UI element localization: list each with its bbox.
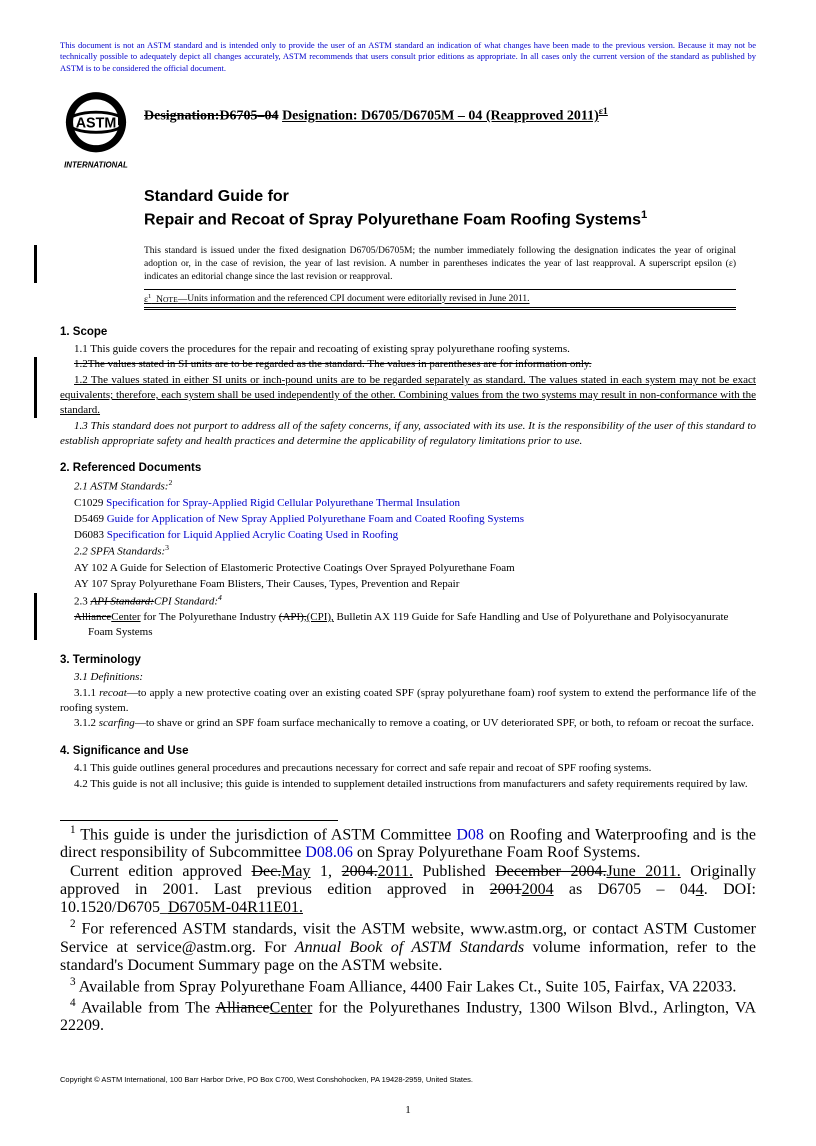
ref-ay107: AY 107 Spray Polyurethane Foam Blisters,… [60, 577, 756, 592]
fn1-d08-link[interactable]: D08 [456, 826, 484, 843]
sec2-2: 2.2 SPFA Standards:3 [60, 543, 756, 560]
sec4-head: 4. Significance and Use [60, 745, 756, 757]
cpi-new: (CPI), [307, 611, 334, 623]
eps-prefix: ε1 NOTE— [144, 295, 187, 305]
alliance-new: Center [111, 611, 140, 623]
eps-text: Units information and the referenced CPI… [187, 295, 529, 305]
svg-text:INTERNATIONAL: INTERNATIONAL [64, 161, 128, 170]
sec1-2-struck: 1.2The values stated in SI units are to … [60, 357, 756, 372]
fn1-4s: 4 [696, 881, 704, 898]
alliance-mid: for The Polyurethane Industry [141, 611, 279, 623]
fn4-a: Available from The [76, 999, 216, 1016]
epsilon-note: ε1 NOTE—Units information and the refere… [144, 289, 736, 311]
fn1-c: on Spray Polyurethane Foam Roof Systems. [353, 844, 641, 861]
ref-c1029: C1029 Specification for Spray-Applied Ri… [60, 496, 756, 511]
c1029-id: C1029 [74, 497, 103, 509]
designation-line: Designation:D6705–04 Designation: D6705/… [144, 106, 756, 125]
header-row: ASTM INTERNATIONAL Designation:D6705–04 … [60, 88, 756, 176]
sec2-2-sup: 3 [165, 543, 169, 552]
fn3: 3 Available from Spray Polyurethane Foam… [60, 976, 756, 996]
api-struck: (API), [279, 611, 307, 623]
copyright-line: Copyright © ASTM International, 100 Barr… [60, 1075, 756, 1084]
sec3-1: 3.1 Definitions: [60, 670, 756, 685]
fn1: 1 This guide is under the jurisdiction o… [60, 824, 756, 862]
sec2-3-new: CPI Standard: [154, 595, 218, 607]
fn4-as: Alliance [215, 999, 269, 1016]
ref-d6083: D6083 Specification for Liquid Applied A… [60, 528, 756, 543]
fn1-2011: 2011. [378, 863, 413, 880]
fn1-may: May [281, 863, 310, 880]
title-line2: Repair and Recoat of Spray Polyurethane … [144, 211, 641, 228]
fn1-2004-struck: 2004. [342, 863, 378, 880]
fn1-dec-struck: Dec. [251, 863, 281, 880]
d6083-id: D6083 [74, 529, 104, 541]
fn1-d0806-link[interactable]: D08.06 [305, 844, 353, 861]
sec2-1: 2.1 ASTM Standards:2 [60, 478, 756, 495]
c1029-link[interactable]: Specification for Spray-Applied Rigid Ce… [106, 497, 460, 509]
designation-block: Designation:D6705–04 Designation: D6705/… [144, 106, 756, 141]
svg-text:ASTM: ASTM [76, 116, 117, 132]
d5469-link[interactable]: Guide for Application of New Spray Appli… [107, 513, 524, 525]
title-sup: 1 [641, 209, 647, 221]
d6083-link[interactable]: Specification for Liquid Applied Acrylic… [107, 529, 398, 541]
title-line1: Standard Guide for [144, 188, 289, 205]
astm-logo: ASTM INTERNATIONAL [60, 90, 132, 176]
ref-d5469: D5469 Guide for Application of New Spray… [60, 512, 756, 527]
fn2-text: For referenced ASTM standards, visit the… [60, 921, 756, 974]
sec1-3: 1.3 This standard does not purport to ad… [60, 419, 756, 449]
sec3-head: 3. Terminology [60, 654, 756, 666]
fn1-2004u: 2004 [522, 881, 554, 898]
sec1-2-new: 1.2 The values stated in either SI units… [60, 373, 756, 418]
issuance-note: This standard is issued under the fixed … [144, 245, 736, 283]
d5469-id: D5469 [74, 513, 104, 525]
ref-bulletin: AllianceCenter for The Polyurethane Indu… [60, 610, 756, 640]
ref-ay102: AY 102 A Guide for Selection of Elastome… [60, 561, 756, 576]
sec3-1-1: 3.1.1 recoat—to apply a new protective c… [60, 686, 756, 716]
fn1-as: as D6705 – 04 [554, 881, 696, 898]
fn4: 4 Available from The AllianceCenter for … [60, 997, 756, 1035]
sec2-3: 2.3 API Standard:CPI Standard:4 [60, 593, 756, 610]
sec1-1: 1.1 This guide covers the procedures for… [60, 342, 756, 357]
sec2-3-sup: 4 [218, 593, 222, 602]
standard-title: Standard Guide for Repair and Recoat of … [144, 186, 756, 231]
issuance-text: This standard is issued under the fixed … [144, 246, 736, 282]
sec3-1-2: 3.1.2 scarfing—to shave or grind an SPF … [60, 716, 756, 731]
sec2-3-struck: API Standard: [91, 595, 154, 607]
fn1l2a: Current edition approved [70, 863, 251, 880]
sec2-head: 2. Referenced Documents [60, 462, 756, 474]
page-number: 1 [60, 1104, 756, 1116]
sec2-1-sup: 2 [168, 478, 172, 487]
designation-new: Designation: D6705/D6705M – 04 (Reapprov… [282, 109, 599, 124]
designation-eps: ε1 [599, 106, 608, 117]
footnotes-block: 1 This guide is under the jurisdiction o… [60, 824, 756, 1035]
fn3-text: Available from Spray Polyurethane Foam A… [76, 978, 737, 995]
sec2-3-pre: 2.3 [74, 595, 91, 607]
fn2: 2 For referenced ASTM standards, visit t… [60, 918, 756, 974]
fn1-pub: Published [413, 863, 495, 880]
fn1-2001s: 2001 [490, 881, 522, 898]
designation-struck: Designation:D6705–04 [144, 109, 279, 124]
fn1-a: This guide is under the jurisdiction of … [76, 826, 457, 843]
fn1l2b: 1, [311, 863, 342, 880]
fn1-line2: Current edition approved Dec.May 1, 2004… [60, 863, 756, 917]
fn1-doi-new: D6705M-04R11E01. [168, 899, 303, 916]
fn1-j11: June 2011. [606, 863, 680, 880]
alliance-struck: Alliance [74, 611, 111, 623]
disclaimer-text: This document is not an ASTM standard an… [60, 40, 756, 74]
sec2-2-text: 2.2 SPFA Standards: [74, 546, 165, 558]
sec4-2: 4.2 This guide is not all inclusive; thi… [60, 777, 756, 792]
sec4-1: 4.1 This guide outlines general procedur… [60, 761, 756, 776]
sec1-head: 1. Scope [60, 326, 756, 338]
sec2-1-text: 2.1 ASTM Standards: [74, 481, 168, 493]
fn4-c: Center [270, 999, 313, 1016]
fn1-d04-struck: December 2004. [495, 863, 606, 880]
